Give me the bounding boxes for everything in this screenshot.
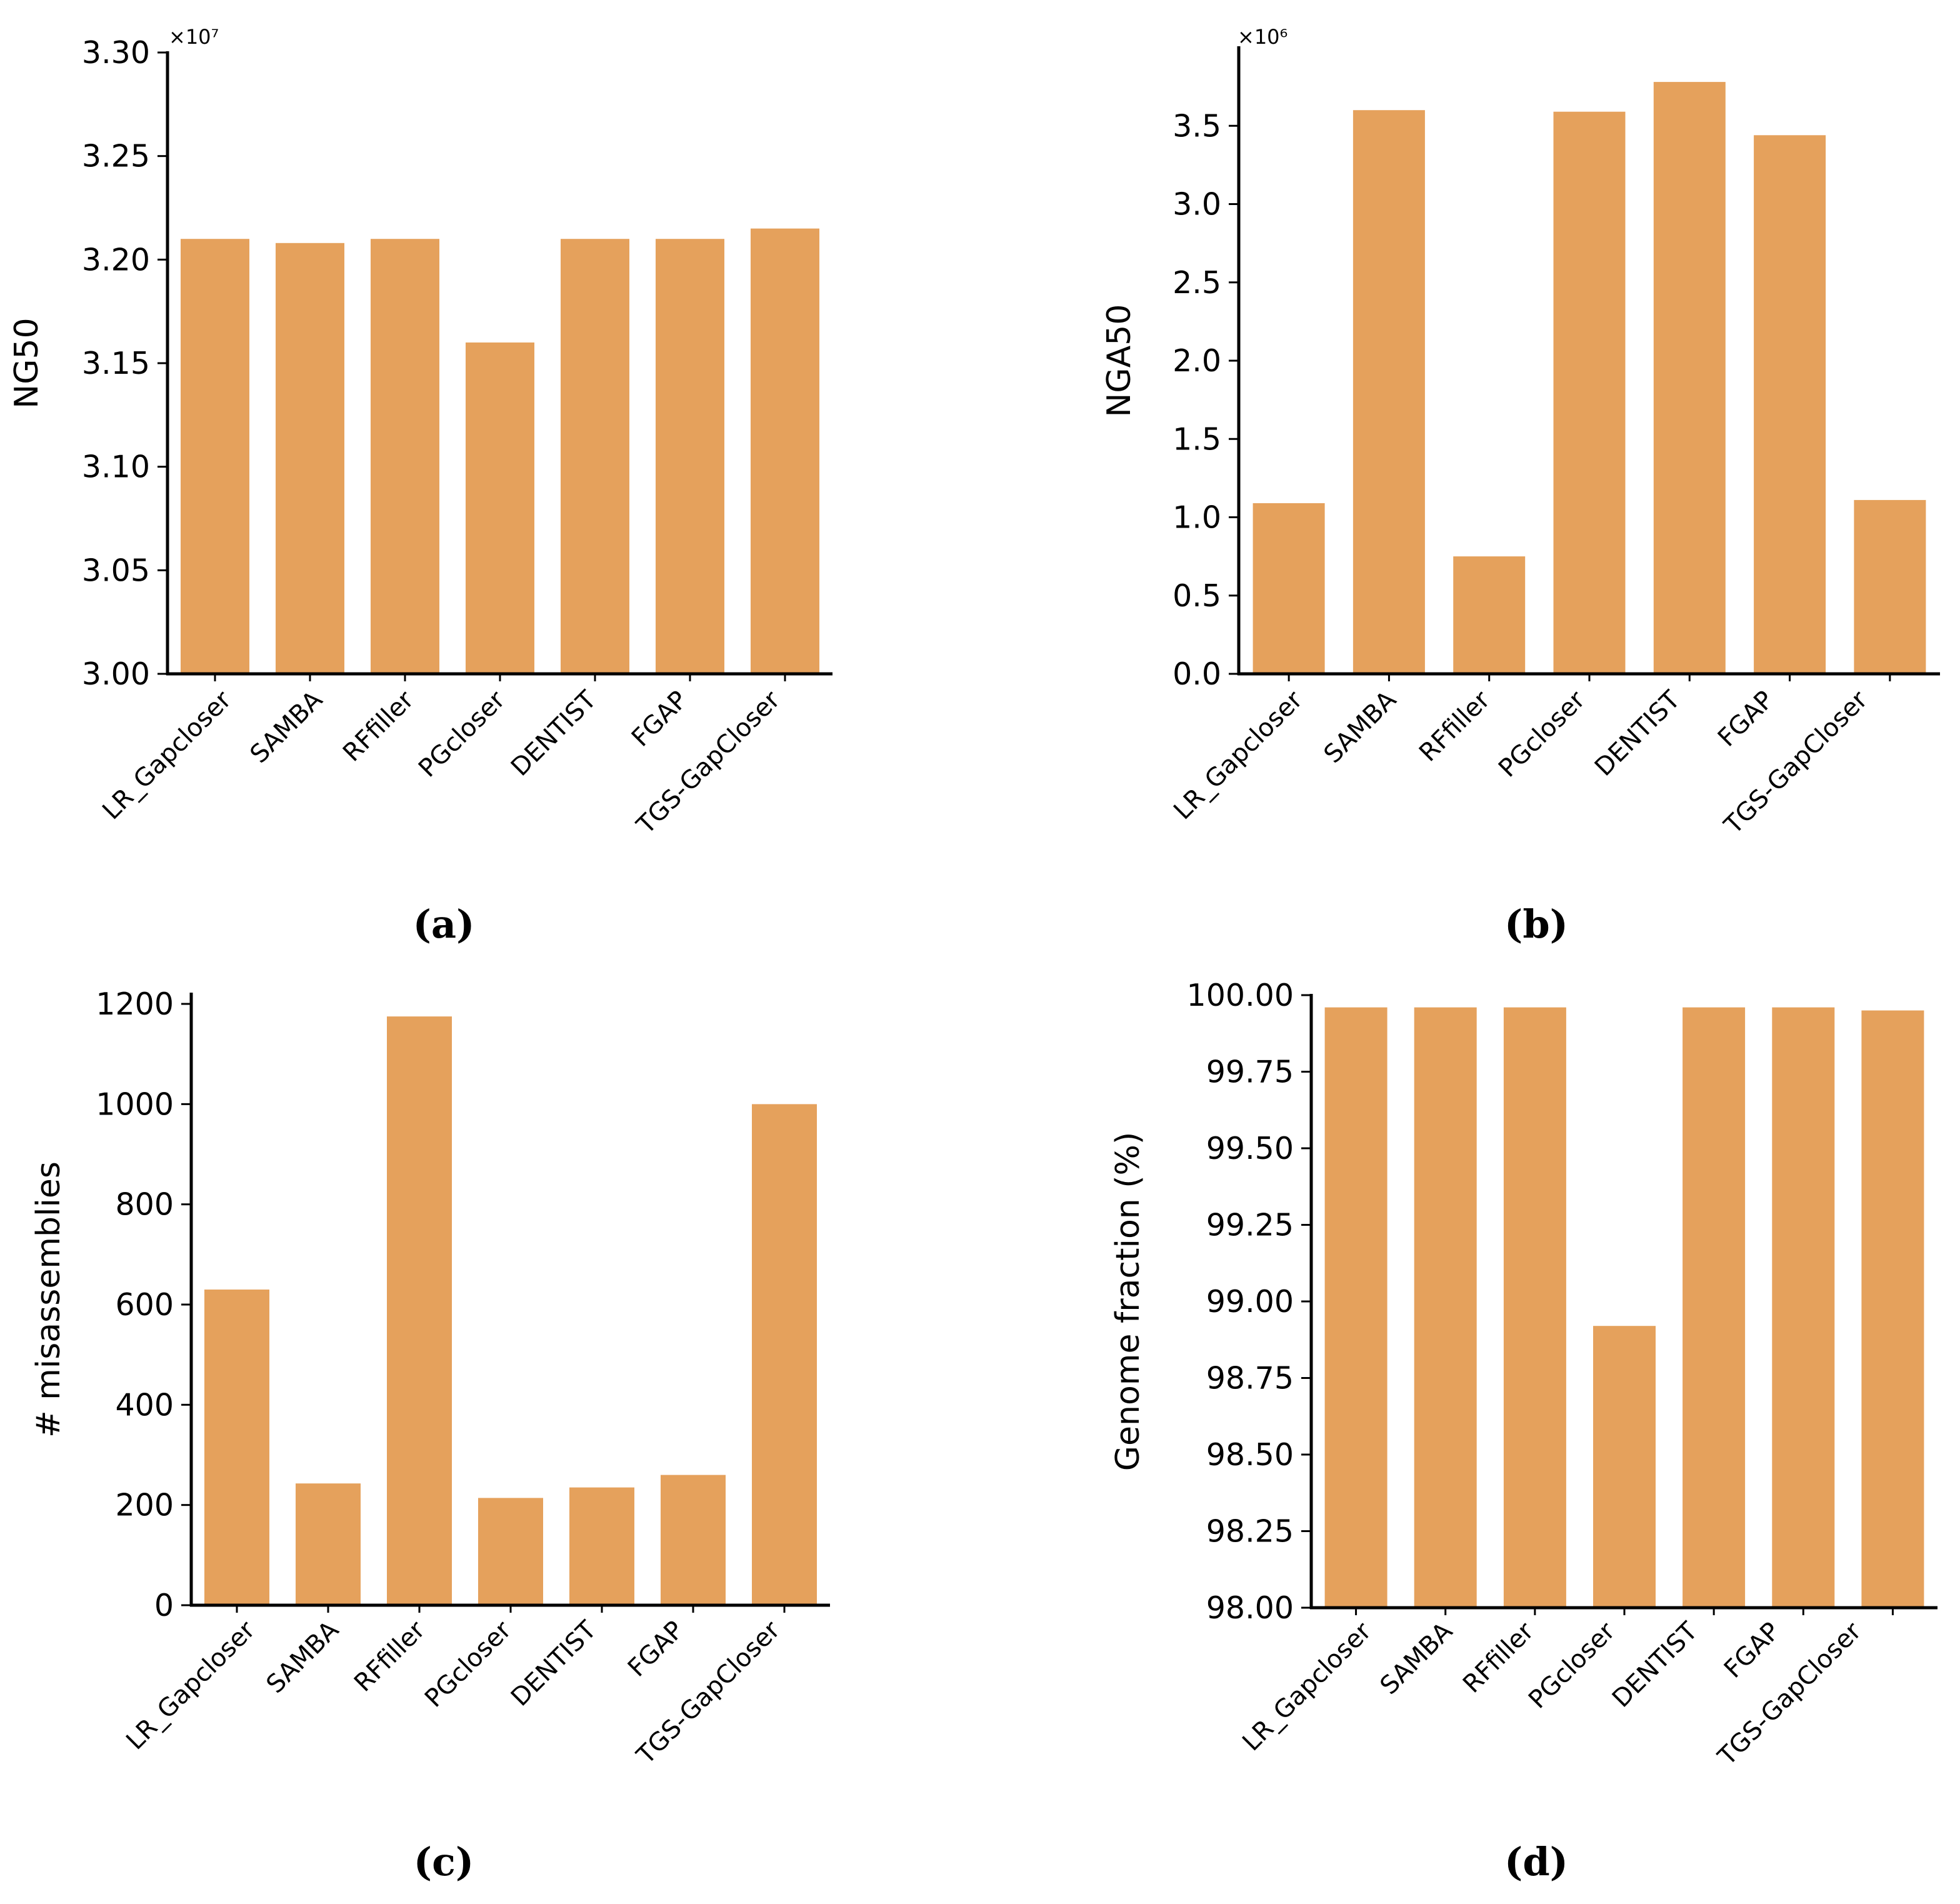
bar-fgap — [656, 239, 724, 674]
y-tick-label: 3.15 — [82, 346, 150, 381]
y-tick-label: 3.5 — [1172, 108, 1221, 144]
x-tick-label-pgcloser: PGcloser — [1493, 685, 1591, 783]
y-tick-label: 99.75 — [1206, 1055, 1294, 1090]
y-tick-label: 99.50 — [1206, 1131, 1294, 1166]
x-tick-label-lr-gapcloser: LR_Gapcloser — [97, 685, 237, 825]
y-tick-label: 0.5 — [1172, 578, 1221, 614]
x-tick-label-samba: SAMBA — [261, 1615, 345, 1699]
bar-rffiller — [1503, 1007, 1566, 1608]
bar-tgs-gapcloser — [1854, 499, 1926, 674]
x-tick-label-fgap: FGAP — [1712, 686, 1779, 753]
x-tick-label-pgcloser: PGcloser — [413, 685, 511, 783]
x-tick-label-lr-gapcloser: LR_Gapcloser — [1168, 685, 1308, 825]
panel-caption: (a) — [413, 901, 475, 947]
y-tick-label: 98.25 — [1206, 1514, 1294, 1550]
x-tick-label-dentist: DENTIST — [1607, 1616, 1704, 1713]
y-axis-title: NGA50 — [1101, 304, 1138, 418]
x-tick-label-samba: SAMBA — [1319, 685, 1402, 769]
y-tick-label: 3.0 — [1172, 187, 1221, 223]
x-tick-label-rffiller: RFfiller — [338, 685, 419, 767]
y-tick-label: 400 — [115, 1387, 174, 1423]
chart-panel-a: 3.00 3.05 3.10 3.15 3.20 3.25 3.30 LR_Gapcloser… — [8, 25, 832, 947]
y-axis-title: NG50 — [8, 318, 46, 408]
bar-tgs-gapcloser — [752, 1104, 817, 1605]
y-tick-label: 600 — [115, 1287, 174, 1323]
panel-caption: (b) — [1504, 901, 1568, 947]
bar-rffiller — [1453, 556, 1526, 674]
bar-lr-gapcloser — [204, 1290, 269, 1605]
bar-rffiller — [371, 239, 439, 674]
y-axis-title: Genome fraction (%) — [1109, 1132, 1147, 1471]
y-tick-label: 99.00 — [1206, 1284, 1294, 1320]
x-tick-label-fgap: FGAP — [1719, 1617, 1786, 1684]
bar-lr-gapcloser — [1252, 503, 1325, 674]
bar-samba — [1352, 110, 1425, 674]
x-tick-label-rffiller: RFfiller — [349, 1615, 431, 1697]
y-tick-label: 3.00 — [82, 656, 150, 692]
bar-tgs-gapcloser — [1861, 1010, 1924, 1608]
bar-dentist — [569, 1487, 634, 1605]
bar-dentist — [1682, 1007, 1746, 1608]
y-tick-label: 98.75 — [1206, 1361, 1294, 1396]
panel-caption: (c) — [414, 1839, 474, 1885]
bar-fgap — [661, 1475, 726, 1605]
bar-dentist — [561, 239, 629, 674]
y-tick-label: 2.0 — [1172, 343, 1221, 379]
y-tick-label: 2.5 — [1172, 265, 1221, 301]
bar-pgcloser — [478, 1498, 543, 1605]
bar-lr-gapcloser — [1324, 1007, 1388, 1608]
x-tick-label-dentist: DENTIST — [1589, 685, 1686, 782]
x-tick-label-dentist: DENTIST — [506, 685, 602, 782]
y-tick-label: 1200 — [96, 986, 174, 1022]
x-tick-label-samba: SAMBA — [1375, 1616, 1459, 1700]
y-axis-title: # misassemblies — [30, 1161, 68, 1438]
x-tick-label-rffiller: RFfiller — [1414, 685, 1496, 767]
y-tick-label: 1.5 — [1172, 421, 1221, 457]
y-tick-label: 3.10 — [82, 449, 150, 485]
bar-samba — [276, 243, 344, 674]
chart-panel-b: 0.0 0.5 1.0 1.5 2.0 2.5 3.0 3.5 LR_Gapcloser SAMB… — [1101, 25, 1940, 947]
y-tick-label: 99.25 — [1206, 1208, 1294, 1243]
bar-pgcloser — [1553, 111, 1626, 674]
chart-panel-c: 0 200 400 600 800 1000 1200 LR_Gapcloser SAMBA RF… — [30, 986, 830, 1885]
x-tick-label-samba: SAMBA — [245, 685, 329, 769]
bar-pgcloser — [466, 342, 534, 674]
bar-pgcloser — [1593, 1326, 1656, 1608]
x-tick-label-rffiller: RFfiller — [1458, 1616, 1539, 1698]
y-tick-label: 0.0 — [1172, 656, 1221, 692]
y-tick-label: 98.50 — [1206, 1437, 1294, 1473]
x-tick-label-lr-gapcloser: LR_Gapcloser — [121, 1615, 261, 1755]
bar-lr-gapcloser — [181, 239, 249, 674]
x-tick-label-pgcloser: PGcloser — [419, 1615, 517, 1713]
x-tick-label-lr-gapcloser: LR_Gapcloser — [1237, 1616, 1377, 1756]
y-tick-label: 1.0 — [1172, 500, 1221, 536]
x-tick-label-fgap: FGAP — [622, 1616, 689, 1683]
y-tick-label: 1000 — [96, 1086, 174, 1122]
axis-exponent-label: ×10⁶ — [1238, 25, 1288, 49]
y-tick-label: 3.20 — [82, 242, 150, 278]
bar-samba — [296, 1483, 361, 1605]
chart-panel-d: 98.00 98.25 98.50 98.75 99.00 99.25 99.50 99.75… — [1109, 978, 1938, 1885]
bar-samba — [1414, 1007, 1477, 1608]
y-tick-label: 98.00 — [1206, 1590, 1294, 1626]
x-tick-label-pgcloser: PGcloser — [1523, 1616, 1621, 1714]
panel-caption: (d) — [1504, 1839, 1568, 1885]
y-tick-label: 3.30 — [82, 35, 150, 71]
bar-tgs-gapcloser — [751, 228, 819, 674]
y-tick-label: 200 — [115, 1488, 174, 1523]
x-tick-label-fgap: FGAP — [626, 686, 693, 753]
y-tick-label: 3.05 — [82, 553, 150, 588]
x-tick-label-dentist: DENTIST — [506, 1615, 602, 1712]
bar-rffiller — [387, 1016, 452, 1605]
y-tick-label: 100.00 — [1187, 978, 1294, 1013]
y-tick-label: 0 — [154, 1588, 174, 1623]
axis-exponent-label: ×10⁷ — [169, 25, 219, 49]
x-tick-label-tgs-gapcloser: TGS-GapCloser — [1712, 1616, 1868, 1771]
y-tick-label: 3.25 — [82, 139, 150, 174]
bar-fgap — [1772, 1007, 1835, 1608]
bar-fgap — [1754, 135, 1826, 674]
bar-dentist — [1653, 82, 1726, 674]
y-tick-label: 800 — [115, 1187, 174, 1223]
